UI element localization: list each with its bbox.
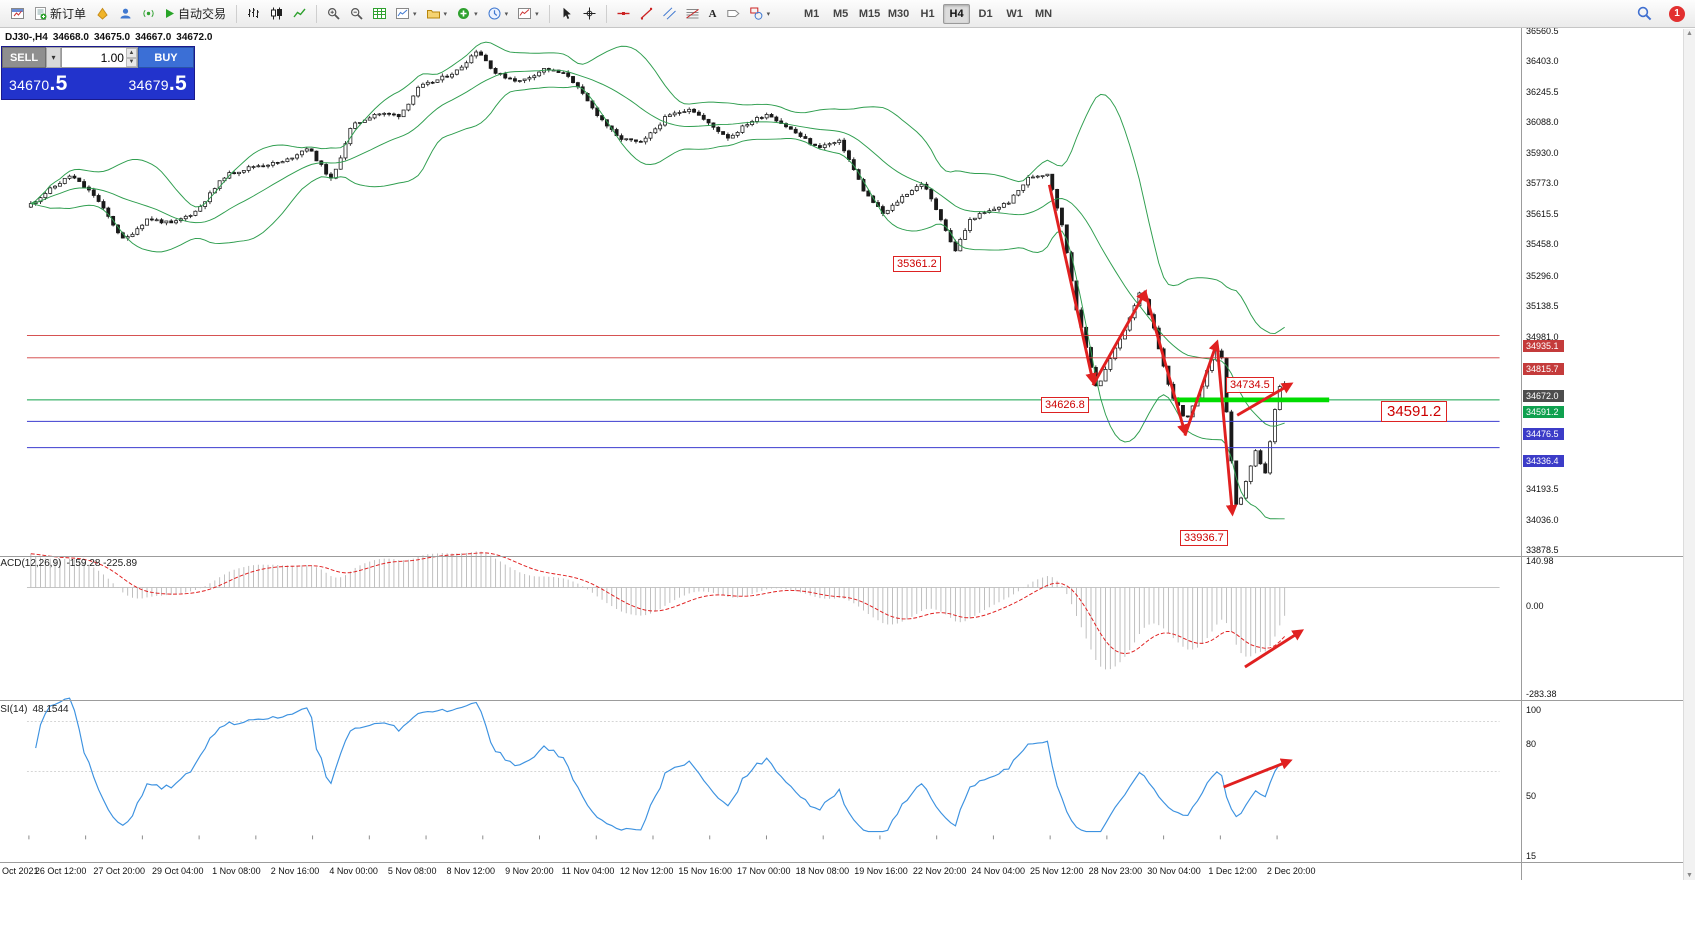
macd-label: MACD(12,26,9) -159.28 -225.89 <box>0 558 137 569</box>
trade-panel-controls: SELL ▾ ▲ ▼ BUY <box>2 47 194 68</box>
sell-price-pips: .5 <box>49 71 68 95</box>
fibonacci-icon[interactable] <box>682 2 703 26</box>
new-order-button[interactable]: 新订单 <box>30 2 90 26</box>
period-clock-button[interactable]: ▾ <box>484 2 513 26</box>
timeframe-toolbar: M1 M5 M15 M30 H1 H4 D1 W1 MN <box>797 3 1058 24</box>
timeframe-button-mn[interactable]: MN <box>1030 4 1057 24</box>
quote-close: 34672.0 <box>176 32 213 43</box>
label-tool-icon[interactable] <box>723 2 744 26</box>
macd-name: MACD(12,26,9) <box>0 558 62 569</box>
timeframe-button-m5[interactable]: M5 <box>827 4 854 24</box>
quote-open: 34668.0 <box>52 32 89 43</box>
vertical-scrollbar[interactable]: ▲ ▼ <box>1683 29 1695 880</box>
volume-increase-button[interactable]: ▲ <box>125 48 137 58</box>
sell-button[interactable]: SELL <box>2 47 46 68</box>
order-type-dropdown[interactable]: ▾ <box>46 47 61 68</box>
chart-window-icon[interactable] <box>7 2 28 26</box>
sell-price[interactable]: 34670.5 <box>9 72 68 96</box>
chart-canvas[interactable] <box>0 28 1695 880</box>
trendline-icon[interactable] <box>636 2 657 26</box>
toolbar-right-group: 1 <box>1632 2 1685 26</box>
search-icon[interactable] <box>1633 2 1656 26</box>
autotrade-button[interactable]: 自动交易 <box>161 2 230 26</box>
scroll-down-icon[interactable]: ▼ <box>1686 872 1693 879</box>
volume-decrease-button[interactable]: ▼ <box>125 57 137 67</box>
community-icon[interactable] <box>115 2 136 26</box>
signals-icon[interactable] <box>138 2 159 26</box>
cursor-icon[interactable] <box>556 2 577 26</box>
zoom-in-icon[interactable] <box>323 2 344 26</box>
add-indicator-button[interactable]: ▾ <box>453 2 482 26</box>
trade-panel-prices: 34670.5 34679.5 <box>2 68 194 99</box>
zoom-out-icon[interactable] <box>346 2 367 26</box>
pane-separator[interactable] <box>0 556 1695 557</box>
notification-badge[interactable]: 1 <box>1669 5 1685 22</box>
sell-price-main: 34670 <box>9 76 50 93</box>
pane-separator[interactable] <box>0 700 1695 701</box>
buy-price-pips: .5 <box>168 71 187 95</box>
timeframe-button-w1[interactable]: W1 <box>1001 4 1028 24</box>
toolbar-separator <box>605 4 607 23</box>
quote-line: DJ30-,H4 34668.0 34675.0 34667.0 34672.0 <box>5 32 217 43</box>
symbol-period: DJ30-,H4 <box>5 32 48 43</box>
buy-price[interactable]: 34679.5 <box>128 72 187 96</box>
rsi-value: 48.1544 <box>32 704 69 715</box>
toolbar-separator <box>236 4 238 23</box>
volume-input[interactable] <box>62 48 126 67</box>
line-chart-icon[interactable] <box>289 2 310 26</box>
bar-chart-icon[interactable] <box>243 2 264 26</box>
timeframe-button-h1[interactable]: H1 <box>914 4 941 24</box>
shapes-dropdown-button[interactable]: ▾ <box>746 2 775 26</box>
text-tool-icon[interactable]: A <box>705 2 721 26</box>
rsi-label: RSI(14) 48.1544 <box>0 704 69 715</box>
toolbar-separator <box>548 4 550 23</box>
buy-price-main: 34679 <box>128 76 169 93</box>
chart-profile-button[interactable]: ▾ <box>423 2 452 26</box>
horizontal-line-icon[interactable] <box>613 2 634 26</box>
quote-low: 34667.0 <box>135 32 172 43</box>
buy-button[interactable]: BUY <box>138 47 194 68</box>
rsi-name: RSI(14) <box>0 704 28 715</box>
toolbar-separator <box>316 4 318 23</box>
toolbar: 新订单 自动交易 ▾ ▾ ▾ ▾ ▾ A ▾ M1 M5 M15 M30 H1 H4 D1 W… <box>0 0 1695 28</box>
channel-icon[interactable] <box>659 2 680 26</box>
scroll-up-icon[interactable]: ▲ <box>1686 30 1693 37</box>
timeframe-button-m30[interactable]: M30 <box>885 4 912 24</box>
table-grid-icon[interactable] <box>369 2 390 26</box>
autotrade-label: 自动交易 <box>178 7 227 21</box>
market-icon[interactable] <box>92 2 113 26</box>
template-button[interactable]: ▾ <box>514 2 543 26</box>
crosshair-icon[interactable] <box>579 2 600 26</box>
candlestick-icon[interactable] <box>266 2 287 26</box>
timeframe-button-h4[interactable]: H4 <box>943 3 971 24</box>
volume-field: ▲ ▼ <box>61 47 138 68</box>
new-chart-button[interactable]: ▾ <box>392 2 421 26</box>
price-axis-border <box>1521 28 1522 880</box>
macd-values: -159.28 -225.89 <box>66 558 138 569</box>
quote-high: 34675.0 <box>93 32 131 43</box>
timeframe-button-m15[interactable]: M15 <box>856 4 883 24</box>
volume-steppers: ▲ ▼ <box>125 48 137 67</box>
one-click-trading-panel: SELL ▾ ▲ ▼ BUY 34670.5 34679.5 <box>2 47 194 99</box>
time-axis-separator <box>0 862 1695 863</box>
timeframe-button-m1[interactable]: M1 <box>798 4 825 24</box>
new-order-label: 新订单 <box>50 7 87 21</box>
timeframe-button-d1[interactable]: D1 <box>972 4 999 24</box>
